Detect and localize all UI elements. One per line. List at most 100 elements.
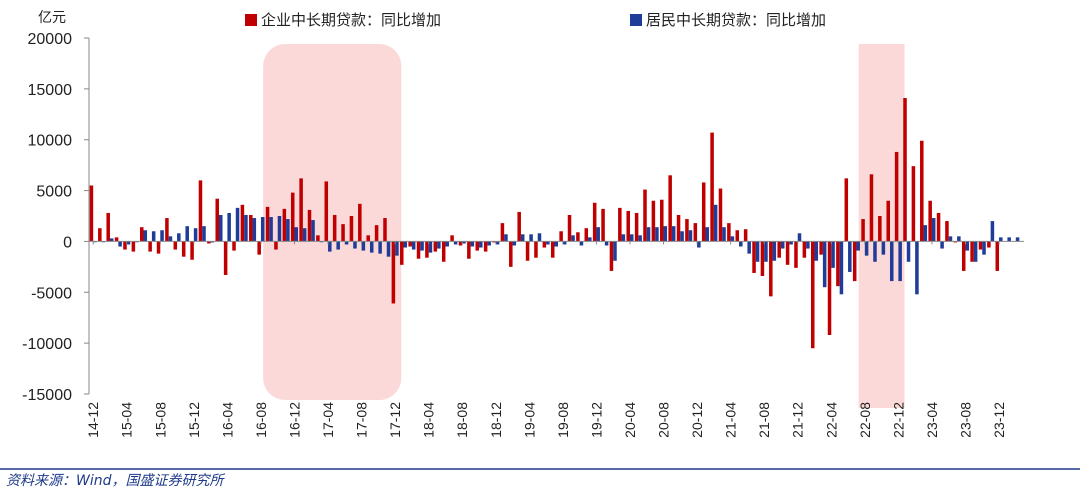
enterprise-bar	[601, 208, 605, 242]
enterprise-bar	[483, 241, 488, 252]
enterprise-bar	[307, 209, 312, 242]
y-tick-label: -15000	[22, 387, 72, 404]
x-tick-label: 16-04	[219, 402, 235, 438]
enterprise-bar	[618, 207, 622, 242]
household-bar	[898, 241, 902, 282]
enterprise-bar	[106, 212, 110, 242]
enterprise-bar	[735, 230, 740, 242]
household-bar	[915, 241, 919, 295]
x-tick-label: 21-12	[790, 402, 806, 438]
household-bar	[118, 241, 122, 247]
enterprise-bar	[961, 241, 966, 271]
enterprise-bar	[894, 151, 899, 242]
household-bar	[126, 241, 131, 245]
y-axis-ticks: 20000 15000 10000 5000 0 -5000 -10000 -15000	[22, 31, 89, 404]
household-bar	[806, 241, 810, 249]
household-bar	[529, 234, 533, 242]
enterprise-bar	[467, 241, 471, 259]
household-bar	[504, 234, 508, 242]
enterprise-bar	[274, 241, 278, 250]
household-bar	[227, 212, 231, 242]
household-bar	[957, 236, 961, 242]
household-bar	[437, 241, 441, 249]
household-bar	[881, 241, 886, 255]
x-tick-label: 17-12	[387, 402, 403, 438]
household-bar	[965, 241, 970, 251]
enterprise-bar	[324, 181, 329, 242]
enterprise-bar	[290, 192, 295, 242]
x-tick-label: 22-12	[890, 402, 906, 438]
enterprise-bar	[634, 212, 639, 242]
household-bar	[579, 241, 584, 246]
enterprise-bar	[215, 198, 220, 242]
enterprise-bar	[416, 241, 421, 259]
enterprise-bar	[165, 218, 169, 242]
household-bar	[671, 226, 676, 242]
enterprise-bar	[257, 241, 261, 255]
enterprise-bar	[592, 202, 597, 242]
household-bar	[797, 233, 802, 242]
enterprise-bar	[223, 241, 228, 275]
enterprise-bar	[391, 241, 396, 304]
household-bar	[336, 241, 340, 250]
x-tick-label: 17-04	[320, 402, 336, 438]
household-bar	[889, 241, 894, 282]
enterprise-bar	[509, 241, 513, 267]
x-tick-label: 19-12	[588, 402, 604, 438]
household-bar	[428, 241, 433, 253]
enterprise-bar	[265, 206, 270, 242]
household-bar	[680, 231, 684, 242]
household-bar	[495, 241, 500, 245]
household-bar	[906, 241, 911, 262]
household-bar	[168, 236, 173, 242]
household-bar	[395, 241, 399, 256]
enterprise-bar	[743, 229, 748, 242]
household-bar	[277, 216, 282, 242]
household-bar	[260, 217, 265, 242]
legend: 企业中长期贷款：同比增加 居民中长期贷款：同比增加	[245, 11, 826, 29]
x-tick-label: 15-04	[119, 402, 135, 438]
household-bar	[629, 234, 634, 242]
enterprise-bar	[198, 180, 203, 242]
household-bar	[202, 226, 206, 242]
household-bar	[177, 233, 181, 242]
household-bar	[302, 228, 307, 242]
enterprise-bar	[978, 241, 983, 250]
x-tick-label: 15-12	[186, 402, 202, 438]
x-axis-ticks: 14-12 15-04 15-08 15-12 16-04 16-08 16-12 17-04…	[85, 241, 1007, 438]
y-tick-label: 20000	[28, 31, 73, 48]
enterprise-bar	[785, 241, 790, 265]
enterprise-bar	[718, 188, 723, 242]
household-bar	[252, 218, 257, 242]
household-bar	[462, 241, 466, 244]
household-bar	[747, 241, 751, 254]
enterprise-bar	[366, 235, 370, 242]
household-bar	[571, 235, 575, 242]
enterprise-bar	[936, 212, 941, 242]
household-bar	[739, 241, 743, 247]
source-note: 资料来源：Wind，国盛证券研究所	[6, 473, 224, 489]
enterprise-bar	[173, 241, 178, 250]
x-tick-label: 18-04	[421, 402, 437, 438]
household-bar	[294, 227, 299, 242]
enterprise-bar	[660, 199, 664, 242]
x-tick-label: 20-12	[689, 402, 705, 438]
y-tick-label: 10000	[28, 133, 73, 150]
household-bar	[420, 241, 424, 251]
enterprise-bar	[844, 178, 849, 242]
household-bar	[210, 241, 215, 243]
legend-label-enterprise: 企业中长期贷款：同比增加	[261, 11, 441, 29]
enterprise-bar	[827, 241, 832, 336]
enterprise-bar	[534, 241, 538, 258]
household-bar	[982, 241, 986, 255]
household-bar	[562, 241, 567, 245]
enterprise-bar	[953, 241, 958, 243]
enterprise-bar	[760, 241, 765, 277]
enterprise-bar	[861, 219, 865, 242]
household-bar	[235, 207, 240, 242]
household-bar	[244, 214, 248, 242]
household-bar	[713, 204, 718, 242]
enterprise-bar	[869, 174, 874, 242]
household-bar	[445, 241, 449, 247]
household-bar	[839, 241, 844, 295]
